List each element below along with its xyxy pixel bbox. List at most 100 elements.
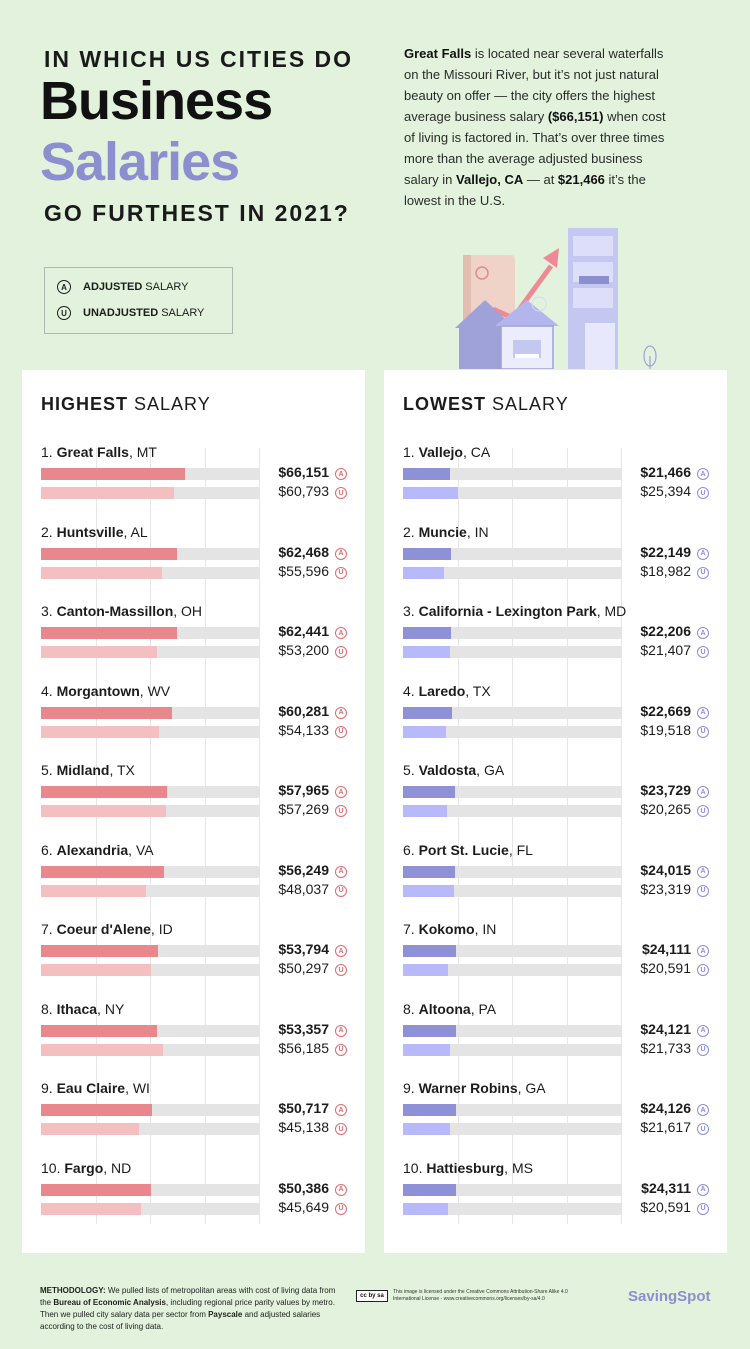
unadjusted-value-label: $19,518 — [640, 721, 691, 738]
adjusted-bar-track — [403, 865, 621, 878]
adjusted-badge-icon: A — [697, 547, 709, 560]
state-label: FL — [516, 841, 533, 858]
adjusted-value-label: $23,729 — [640, 782, 691, 798]
unadjusted-bar — [41, 566, 162, 579]
city-rank: 10. — [41, 1159, 61, 1176]
high-salary-row: 4. Morgantown, WV $60,281 A $54,133 U — [22, 683, 365, 763]
unadjusted-value-label: $21,617 — [640, 1119, 691, 1135]
state-label: MS — [511, 1159, 533, 1176]
unadjusted-bar-track — [41, 566, 259, 579]
city-label: Valdosta — [418, 762, 477, 778]
adjusted-badge-icon: A — [335, 627, 347, 639]
city-label: Great Falls — [56, 444, 129, 460]
license-text[interactable]: This image is licensed under the Creativ… — [393, 1289, 568, 1302]
unadjusted-bar-track — [41, 964, 259, 976]
adjusted-value-label: $24,311 — [641, 1179, 691, 1196]
unadjusted-bar-track — [403, 725, 621, 738]
adjusted-bar — [41, 786, 167, 798]
low-salary-row: 10. Hattiesburg, MS $24,311 A $20,591 U — [384, 1160, 727, 1240]
unadjusted-bar-track — [403, 487, 621, 499]
unadjusted-bar-track — [41, 1043, 259, 1056]
unadjusted-badge-icon: U — [697, 1043, 709, 1056]
city-name: 4. Laredo, TX — [403, 682, 491, 699]
city-name: 1. Vallejo, CA — [403, 444, 491, 460]
intro-paragraph: Great Falls is located near several wate… — [404, 43, 674, 211]
low-salary-row: 4. Laredo, TX $22,669 A $19,518 U — [384, 683, 727, 763]
unadjusted-badge-icon: U — [335, 805, 347, 817]
adjusted-bar — [403, 1183, 456, 1196]
adjusted-badge-icon: A — [335, 1024, 347, 1037]
low-salary-row: 2. Muncie, IN $22,149 A $18,982 U — [384, 524, 727, 604]
city-illustration — [455, 228, 657, 369]
low-salary-row: 7. Kokomo, IN $24,111 A $20,591 U — [384, 921, 727, 1001]
city-name: 6. Alexandria, VA — [41, 841, 154, 858]
unadjusted-bar — [41, 964, 151, 976]
city-label: Morgantown — [56, 682, 140, 699]
adjusted-bar — [403, 627, 451, 639]
city-name: 3. Canton-Massillon, OH — [41, 603, 203, 619]
adjusted-bar-track — [41, 1183, 259, 1196]
highest-salary-panel: HIGHEST SALARY 1. Great Falls, MT $66,151… — [22, 370, 365, 1253]
building-entrance — [585, 323, 615, 369]
methodology-text-c: and adjusted salaries according to the c… — [40, 1310, 321, 1331]
state-label: NY — [104, 1000, 125, 1017]
intro-bold-lowest: $21,466 — [557, 172, 605, 187]
city-label: Huntsville — [56, 523, 124, 540]
city-rank: 4. — [403, 682, 415, 699]
adjusted-bar — [403, 786, 455, 798]
unadjusted-value-label: $56,185 — [278, 1039, 329, 1056]
state-label: CA — [470, 444, 491, 460]
adjusted-value-label: $50,386 — [278, 1179, 329, 1196]
panel-title-rest: SALARY — [134, 394, 211, 414]
gridline — [96, 448, 97, 1224]
document-spine — [463, 255, 471, 325]
main-roof — [495, 300, 559, 326]
adjusted-bar — [403, 706, 452, 719]
state-label: MT — [136, 444, 157, 460]
adjusted-badge-icon: A — [697, 1183, 709, 1196]
unadjusted-badge-icon: U — [335, 1202, 347, 1215]
adjusted-value-label: $24,015 — [640, 861, 691, 878]
unadjusted-bar — [41, 646, 157, 658]
unadjusted-bar-track — [41, 884, 259, 897]
city-rank: 4. — [41, 682, 53, 699]
methodology-bea: Bureau of Economic Analysis — [53, 1298, 166, 1307]
unadjusted-bar-track — [403, 566, 621, 579]
adjusted-bar — [41, 945, 158, 957]
adjusted-bar — [403, 468, 450, 480]
gridline — [567, 448, 568, 1224]
high-salary-row: 1. Great Falls, MT $66,151 A $60,793 U — [22, 444, 365, 524]
unadjusted-bar-track — [41, 805, 259, 817]
city-name: 3. California - Lexington Park, MD — [403, 603, 627, 619]
city-rank: 1. — [403, 444, 415, 460]
brand-logo[interactable]: SavingSpot — [628, 1288, 711, 1305]
adjusted-badge-icon: A — [697, 865, 709, 878]
unadjusted-value-label: $25,394 — [640, 483, 691, 499]
city-rank: 3. — [41, 603, 53, 619]
unadjusted-value-label: $21,733 — [640, 1039, 691, 1056]
adjusted-bar — [41, 468, 185, 480]
low-salary-row: 6. Port St. Lucie, FL $24,015 A $23,319 U — [384, 842, 727, 922]
methodology-payscale: Payscale — [208, 1310, 243, 1319]
city-name: 9. Warner Robins, GA — [403, 1080, 546, 1096]
city-rank: 10. — [403, 1159, 423, 1176]
building-windows-3 — [573, 288, 613, 308]
high-salary-row: 9. Eau Claire, WI $50,717 A $45,138 U — [22, 1080, 365, 1160]
city-name: 4. Morgantown, WV — [41, 682, 171, 699]
unadjusted-bar — [403, 646, 450, 658]
adjusted-value-label: $22,669 — [640, 702, 691, 719]
state-label: ID — [158, 921, 173, 937]
high-salary-row: 8. Ithaca, NY $53,357 A $56,185 U — [22, 1001, 365, 1081]
city-label: Alexandria — [56, 841, 129, 858]
left-roof — [455, 300, 515, 328]
city-label: Kokomo — [418, 921, 475, 937]
adjusted-bar — [403, 865, 455, 878]
unadjusted-bar-track — [41, 1123, 259, 1135]
high-salary-row: 2. Huntsville, AL $62,468 A $55,596 U — [22, 524, 365, 604]
state-label: IN — [482, 921, 497, 937]
low-salary-row: 3. California - Lexington Park, MD $22,20… — [384, 603, 727, 683]
adjusted-badge-icon: A — [697, 786, 709, 798]
adjusted-bar-track — [403, 706, 621, 719]
title-line-1: IN WHICH US CITIES DO — [44, 46, 354, 72]
city-rank: 3. — [403, 603, 415, 619]
